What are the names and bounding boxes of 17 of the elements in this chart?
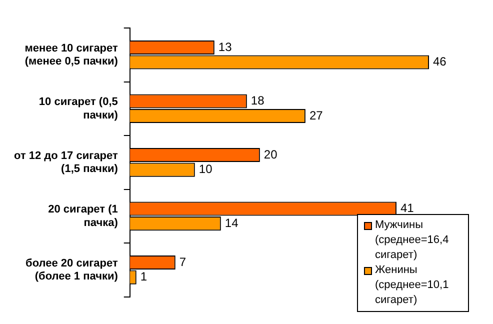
legend-label: Мужчины (среднее=16,4 сигарет) [375,218,450,263]
y-tick-label: 20 сигарет (1 пачка) [48,204,118,229]
data-label: 7 [179,254,186,269]
data-label: 10 [198,162,213,176]
data-label: 13 [218,40,232,54]
data-label: 41 [400,201,414,216]
data-label: 18 [250,94,265,108]
data-label: 46 [432,54,447,69]
data-label: 14 [224,216,239,230]
y-tick-label: 10 сигарет (0,5 пачки) [38,96,118,122]
data-label: 20 [264,147,278,162]
y-tick-label: менее 10 сигарет (менее 0,5 пачки) [24,42,118,68]
y-tick-label: от 12 до 17 сигарет (1,5 пачки) [14,150,118,176]
data-label: 1 [140,270,148,284]
y-tick-label: более 20 сигарет (более 1 пачки) [26,257,118,283]
data-label: 27 [309,108,324,122]
legend-label: Женины (среднее=10,1 сигарет) [375,263,450,308]
